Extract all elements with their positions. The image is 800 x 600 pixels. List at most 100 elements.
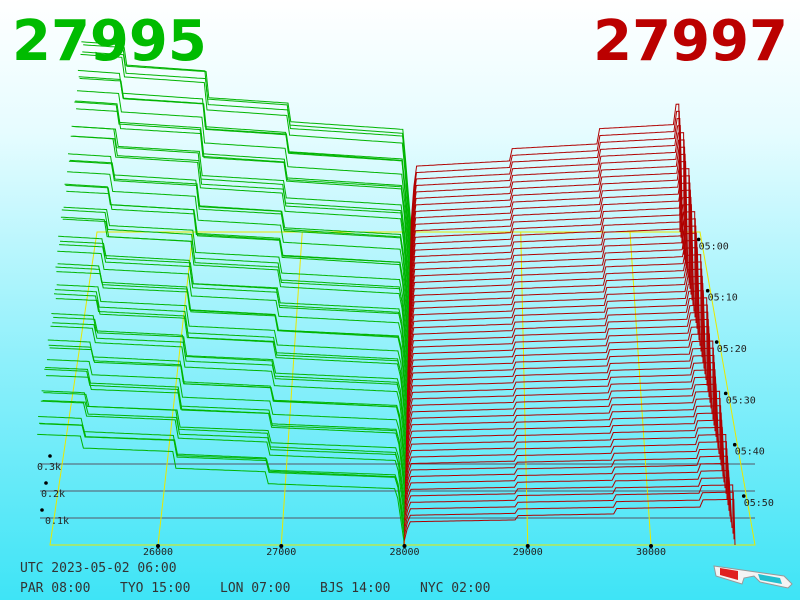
bid-depth-line <box>71 125 410 306</box>
bid-depth-line <box>63 206 409 358</box>
zone-time: TYO 15:00 <box>120 581 190 596</box>
ask-depth-line <box>410 110 682 238</box>
ask-depth-line <box>403 491 735 540</box>
zone-time: BJS 14:00 <box>320 581 390 596</box>
ask-depth-line <box>404 455 730 511</box>
time-dot <box>741 494 746 498</box>
bid-depth-line <box>42 400 406 511</box>
ask-depth-line <box>406 347 715 426</box>
price-tick <box>649 544 653 548</box>
ask-depth-line <box>409 189 693 301</box>
ask-depth-line <box>403 484 734 534</box>
bid-depth-line <box>60 216 409 375</box>
price-label: 27000 <box>266 547 296 558</box>
bid-depth-line <box>82 51 412 238</box>
bid-depth-line <box>50 325 407 460</box>
floor <box>40 231 756 546</box>
ask-depth-line <box>407 268 704 363</box>
bid-depth-line <box>58 235 408 392</box>
bid-depth-line <box>80 53 412 250</box>
ask-depth-line <box>407 282 706 375</box>
bid-depth-line <box>78 76 411 261</box>
ask-depth-line <box>404 470 732 523</box>
ask-depth-line <box>409 182 692 295</box>
bid-depth-line <box>76 108 411 278</box>
ask-depth-line <box>406 326 712 409</box>
time-label: 05:30 <box>726 395 756 406</box>
bid-depth-line <box>83 44 412 232</box>
price-tick <box>525 544 530 548</box>
bid-depth-line <box>75 100 411 284</box>
price-grid-line <box>629 231 652 546</box>
ask-depth-line <box>404 433 727 494</box>
bid-depth-line <box>40 400 405 523</box>
bid-depth-line <box>54 289 407 432</box>
price-tick <box>402 544 407 548</box>
ask-depth-line <box>408 247 701 346</box>
bid-depth-line <box>70 135 410 312</box>
time-dot <box>714 340 719 344</box>
bid-depth-line <box>45 367 406 494</box>
ask-depth-line <box>409 146 687 267</box>
time-label: 05:00 <box>699 241 729 252</box>
bid-depth-line <box>59 240 409 380</box>
bid-depth-line <box>38 422 405 534</box>
ask-depth-line <box>406 340 714 420</box>
depth-label: 0.1k <box>45 516 69 527</box>
ask-depth-line <box>405 390 721 460</box>
bid-depth-line <box>37 433 405 545</box>
zone-time: LON 07:00 <box>220 581 290 596</box>
ask-depth-line <box>410 125 684 250</box>
ask-depth-line <box>405 412 724 477</box>
ask-depth-line <box>405 405 723 472</box>
bid-depth-line <box>38 416 405 540</box>
time-dot <box>732 442 737 447</box>
bid-depth-line <box>57 263 408 415</box>
price-grid-line <box>280 231 303 546</box>
bid-depth-line <box>53 293 407 437</box>
bid-depth-line <box>52 322 407 449</box>
bid-depth-line <box>77 69 411 267</box>
ask-depth-line <box>408 218 697 324</box>
ask-depth-line <box>407 304 709 392</box>
depth-surface <box>37 41 736 546</box>
ask-depth-line <box>410 132 685 255</box>
price-tick <box>156 544 160 548</box>
bid-depth-line <box>53 316 407 443</box>
zone-time: NYC 02:00 <box>420 581 490 596</box>
ask-depth-line <box>404 426 726 489</box>
price-label: 30000 <box>636 547 666 558</box>
zone-time: PAR 08:00 <box>20 581 90 596</box>
bid-price: 27995 <box>12 9 207 74</box>
bid-depth-line <box>61 209 409 369</box>
ask-depth-line <box>406 333 713 415</box>
price-label: 28000 <box>389 547 419 558</box>
bid-depth-line <box>79 77 411 255</box>
ask-depth-line <box>407 297 708 386</box>
ask-depth-line <box>405 383 720 454</box>
ask-depth-line <box>408 232 699 335</box>
bid-depth-line <box>47 339 406 477</box>
ask-depth-line <box>409 160 689 278</box>
ask-depth-line <box>407 290 707 380</box>
price-tick <box>279 544 284 548</box>
price-grid-line <box>157 231 194 546</box>
price-label: 29000 <box>513 547 543 558</box>
bid-depth-line <box>51 313 407 454</box>
bid-depth-line <box>64 183 409 352</box>
bid-depth-line <box>57 250 408 398</box>
ask-depth-line <box>403 498 736 546</box>
depth-label: 0.3k <box>37 462 61 473</box>
depth-dot <box>48 454 52 458</box>
utc-time: UTC 2023-05-02 06:00 <box>20 561 177 576</box>
ask-depth-line <box>407 261 703 358</box>
ask-depth-line <box>404 441 728 500</box>
bid-depth-line <box>56 284 408 420</box>
ask-depth-line <box>408 204 695 312</box>
ask-depth-line <box>407 275 705 369</box>
ask-depth-line <box>409 168 690 284</box>
ask-depth-line <box>409 175 691 289</box>
bid-depth-line <box>46 359 406 483</box>
bid-depth-line <box>76 90 411 272</box>
ask-depth-line <box>405 376 719 449</box>
